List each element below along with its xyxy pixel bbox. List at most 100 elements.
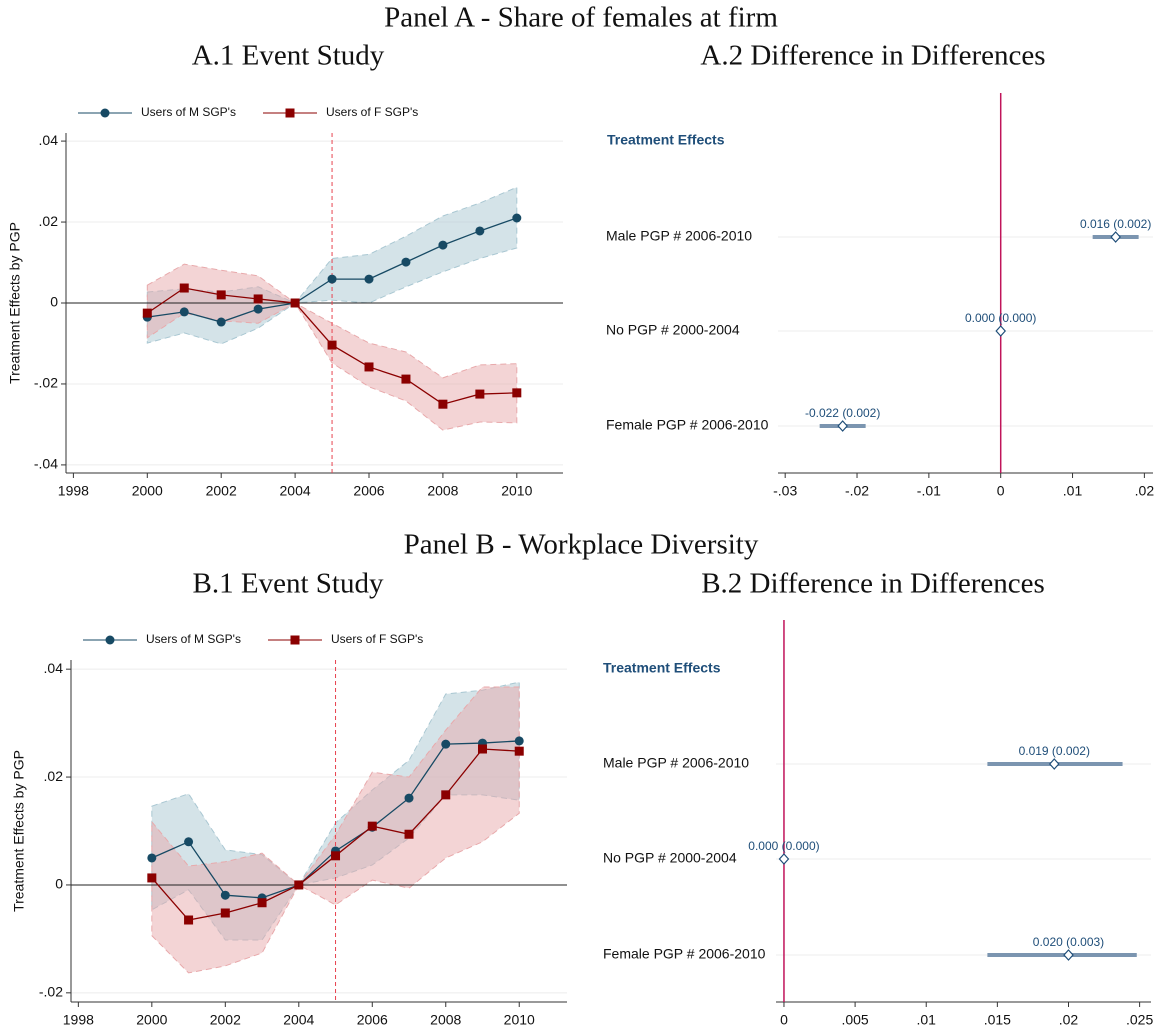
category-label: Female PGP # 2006-2010	[606, 417, 769, 433]
y-tick-label: .02	[39, 213, 59, 229]
marker	[220, 908, 230, 918]
marker	[438, 399, 448, 409]
panel-title: Panel B - Workplace Diversity	[404, 529, 759, 561]
marker	[327, 340, 337, 350]
category-label: No PGP # 2000-2004	[603, 850, 737, 866]
ci-band	[151, 686, 520, 974]
y-axis-label: Treatment Effects by PGP	[7, 222, 23, 384]
x-tick-label: 2008	[430, 1012, 461, 1028]
marker	[179, 283, 189, 293]
value-label: 0.016 (0.002)	[1080, 217, 1151, 231]
marker	[216, 290, 226, 300]
marker	[401, 257, 411, 267]
category-label: Male PGP # 2006-2010	[606, 228, 752, 244]
x-tick-label: 1998	[58, 483, 89, 499]
marker	[184, 837, 194, 847]
x-tick-label: 2006	[357, 1012, 388, 1028]
panel-title: Panel A - Share of females at firm	[384, 2, 778, 34]
marker	[253, 294, 263, 304]
legend-label: Users of M SGP's	[146, 632, 241, 646]
x-tick-label: 2008	[427, 483, 458, 499]
x-tick-label: -.02	[845, 483, 869, 499]
x-tick-label: .025	[1126, 1012, 1153, 1028]
x-tick-label: 2010	[501, 483, 532, 499]
marker	[147, 853, 157, 863]
y-tick-label: -.02	[39, 984, 63, 1000]
marker	[257, 898, 267, 908]
value-label: 0.019 (0.002)	[1019, 744, 1090, 758]
header: Treatment Effects	[607, 132, 725, 148]
x-tick-label: 2000	[136, 1012, 167, 1028]
marker	[401, 374, 411, 384]
category-label: Female PGP # 2006-2010	[603, 946, 766, 962]
marker	[327, 274, 337, 284]
marker	[364, 274, 374, 284]
header: Treatment Effects	[603, 660, 721, 676]
x-tick-label: .005	[841, 1012, 868, 1028]
marker	[475, 226, 485, 236]
marker	[477, 744, 487, 754]
legend-marker	[285, 108, 295, 118]
legend-marker	[100, 108, 110, 118]
chart-title: B.2 Difference in Differences	[701, 568, 1045, 600]
marker	[147, 873, 157, 883]
chart-title: A.1 Event Study	[192, 40, 385, 72]
value-label: 0.000 (0.000)	[748, 839, 819, 853]
legend-label: Users of F SGP's	[331, 632, 423, 646]
marker	[475, 389, 485, 399]
legend-label: Users of M SGP's	[141, 105, 236, 119]
legend-marker	[105, 635, 115, 645]
marker	[253, 304, 263, 314]
estimate-marker	[778, 853, 790, 865]
marker	[512, 213, 522, 223]
x-tick-label: 2004	[283, 1012, 314, 1028]
category-label: No PGP # 2000-2004	[606, 322, 740, 338]
marker	[142, 308, 152, 318]
marker	[438, 240, 448, 250]
marker	[290, 298, 300, 308]
marker	[220, 890, 230, 900]
marker	[404, 793, 414, 803]
chart-title: A.2 Difference in Differences	[700, 40, 1045, 72]
y-tick-label: 0	[50, 294, 58, 310]
x-tick-label: 0	[997, 483, 1005, 499]
estimate-marker	[995, 325, 1007, 337]
marker	[512, 388, 522, 398]
marker	[441, 790, 451, 800]
marker	[367, 821, 377, 831]
y-tick-label: -.04	[34, 456, 58, 472]
marker	[184, 915, 194, 925]
estimate-marker	[1063, 949, 1074, 961]
estimate-marker	[1048, 758, 1060, 770]
marker	[404, 829, 414, 839]
x-tick-label: -.03	[773, 483, 797, 499]
value-label: -0.022 (0.002)	[805, 406, 880, 420]
x-tick-label: 2002	[210, 1012, 241, 1028]
x-tick-label: 2000	[132, 483, 163, 499]
x-tick-label: 0	[780, 1012, 788, 1028]
x-tick-label: .01	[1063, 483, 1083, 499]
chart-title: B.1 Event Study	[193, 568, 384, 600]
y-tick-label: 0	[55, 876, 63, 892]
marker	[441, 739, 451, 749]
x-tick-label: 2004	[280, 483, 311, 499]
x-tick-label: 2010	[504, 1012, 535, 1028]
estimate-marker	[1110, 231, 1121, 243]
legend-marker	[290, 635, 300, 645]
x-tick-label: 2006	[353, 483, 384, 499]
x-tick-label: 1998	[63, 1012, 94, 1028]
marker	[364, 362, 374, 372]
x-tick-label: .015	[984, 1012, 1011, 1028]
marker	[294, 880, 304, 890]
x-tick-label: -.01	[917, 483, 941, 499]
y-tick-label: .04	[39, 132, 59, 148]
marker	[216, 317, 226, 327]
y-axis-label: Treatment Effects by PGP	[11, 750, 27, 912]
x-tick-label: .02	[1135, 483, 1155, 499]
marker	[179, 307, 189, 317]
value-label: 0.000 (0.000)	[965, 311, 1036, 325]
estimate-marker	[837, 420, 848, 432]
marker	[514, 736, 524, 746]
y-tick-label: -.02	[34, 375, 58, 391]
